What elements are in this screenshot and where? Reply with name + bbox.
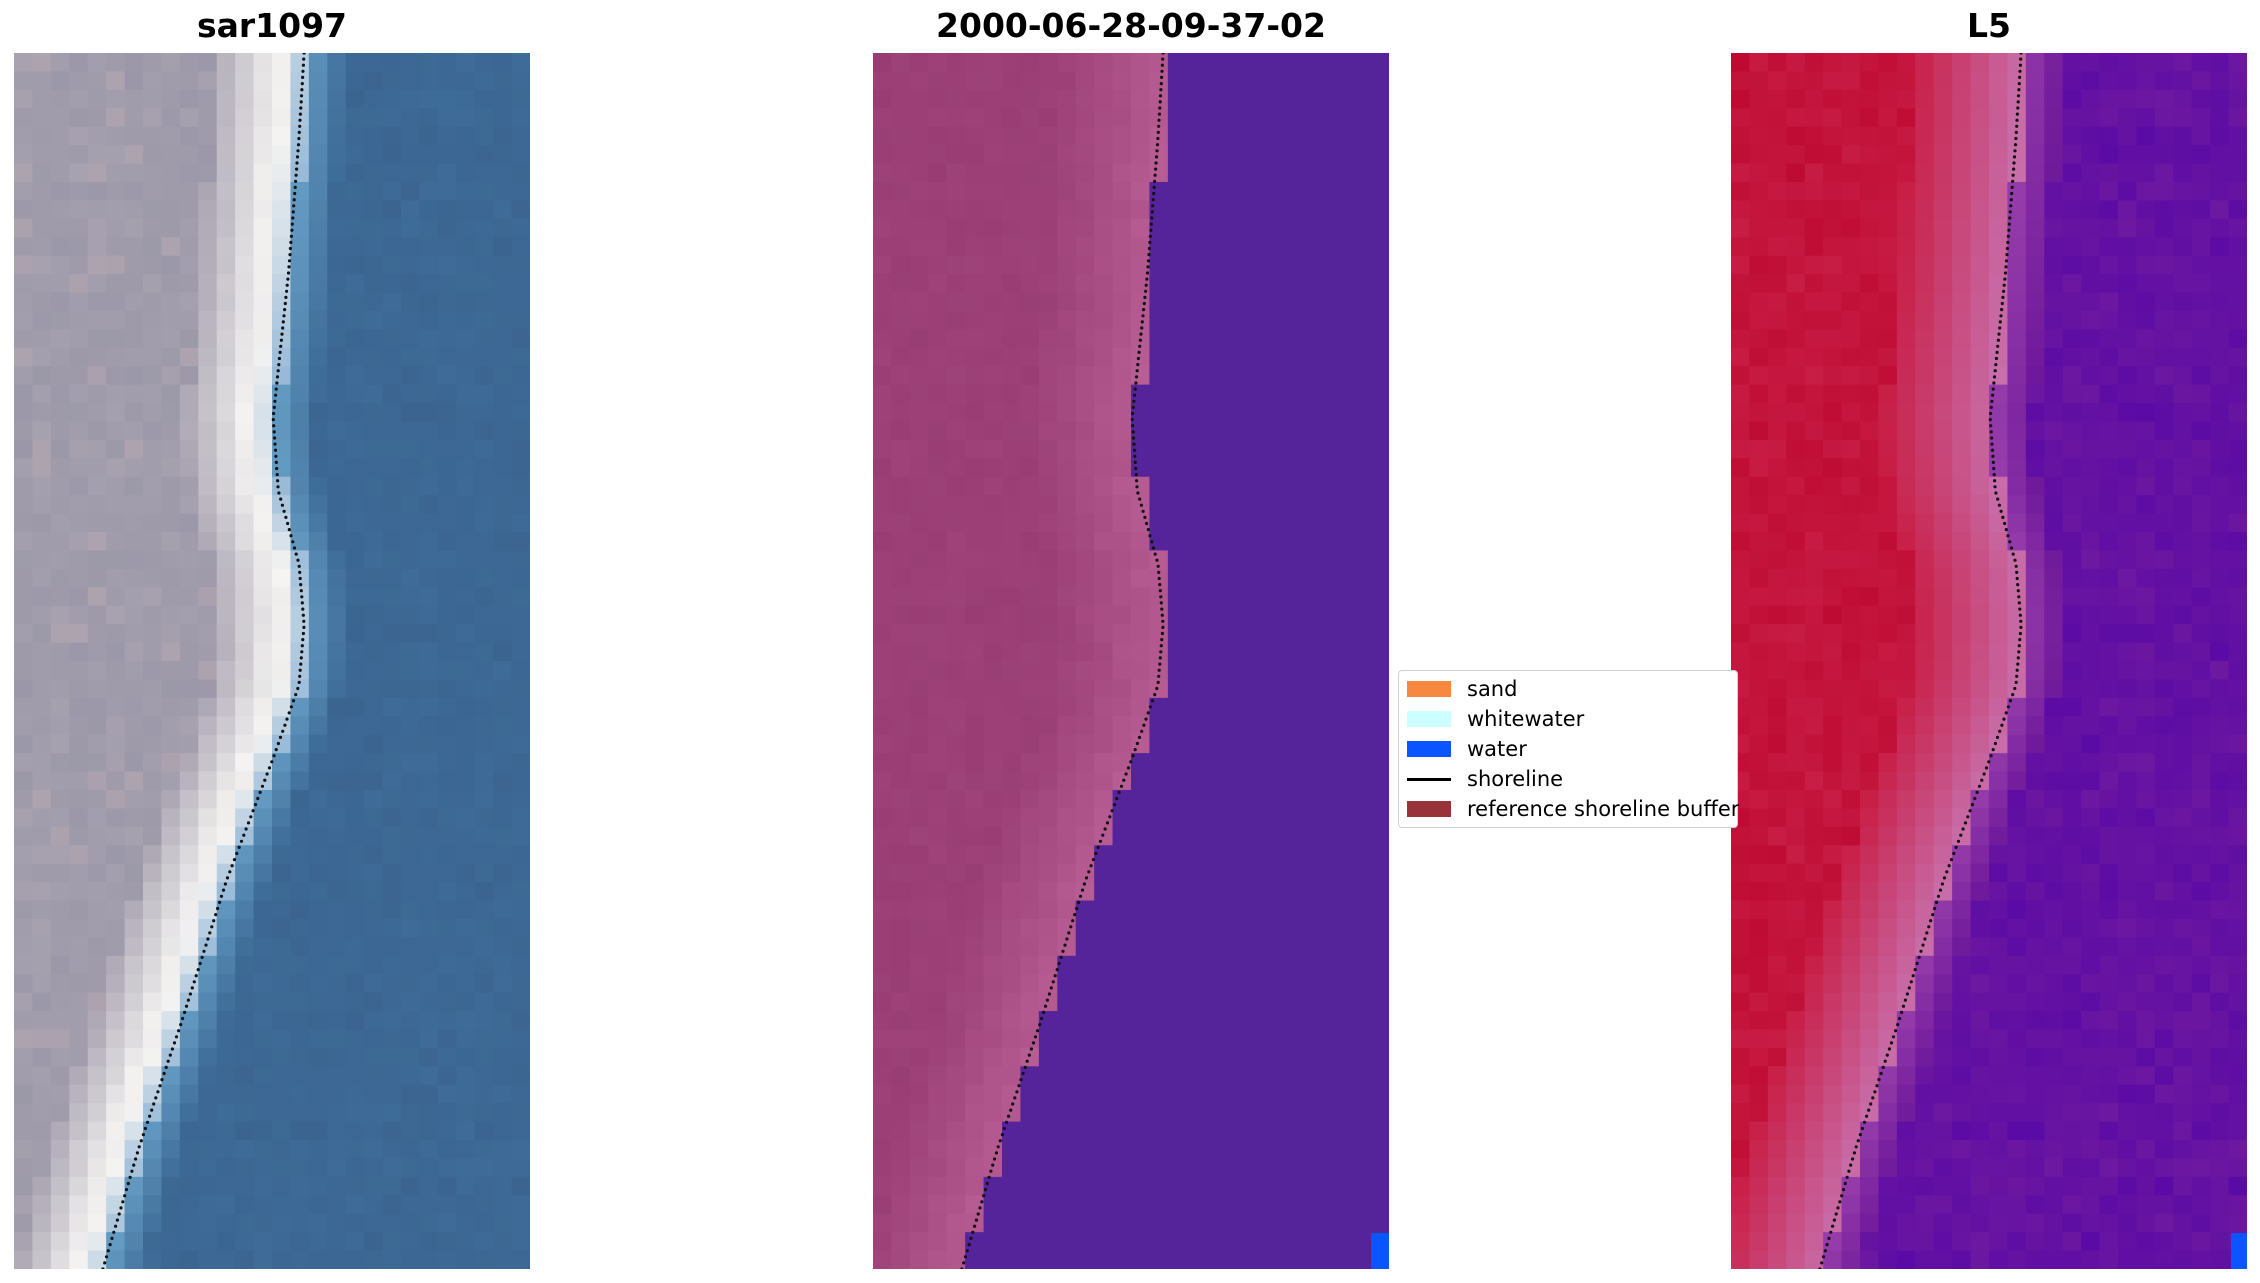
legend-item-reference-buffer: reference shoreline buffer — [1407, 794, 1739, 824]
panel-title-classified: 2000-06-28-09-37-02 — [936, 6, 1326, 45]
legend-item-sand: sand — [1407, 674, 1517, 704]
reference-buffer-swatch — [1407, 801, 1451, 817]
rgb-image-panel — [14, 53, 530, 1269]
shoreline-line-swatch — [1407, 777, 1451, 781]
legend-label-reference-buffer: reference shoreline buffer — [1467, 797, 1740, 821]
panel-title-rgb: sar1097 — [196, 6, 348, 45]
legend-item-water: water — [1407, 734, 1527, 764]
ndwi-image-panel — [1731, 53, 2247, 1269]
panel-title-ndwi: L5 — [1967, 6, 2011, 45]
legend-item-whitewater: whitewater — [1407, 704, 1584, 734]
rgb-satellite-image — [14, 53, 530, 1269]
legend-label-sand: sand — [1467, 677, 1518, 701]
sand-swatch — [1407, 681, 1451, 697]
legend-label-shoreline: shoreline — [1467, 767, 1564, 791]
classified-image — [873, 53, 1389, 1269]
legend-item-shoreline: shoreline — [1407, 764, 1563, 794]
legend-label-whitewater: whitewater — [1467, 707, 1585, 731]
water-index-image — [1731, 53, 2247, 1269]
legend-label-water: water — [1467, 737, 1527, 761]
whitewater-swatch — [1407, 711, 1451, 727]
water-swatch — [1407, 741, 1451, 757]
classified-image-panel — [873, 53, 1389, 1269]
legend: sand whitewater water shoreline referenc… — [1398, 670, 1739, 828]
